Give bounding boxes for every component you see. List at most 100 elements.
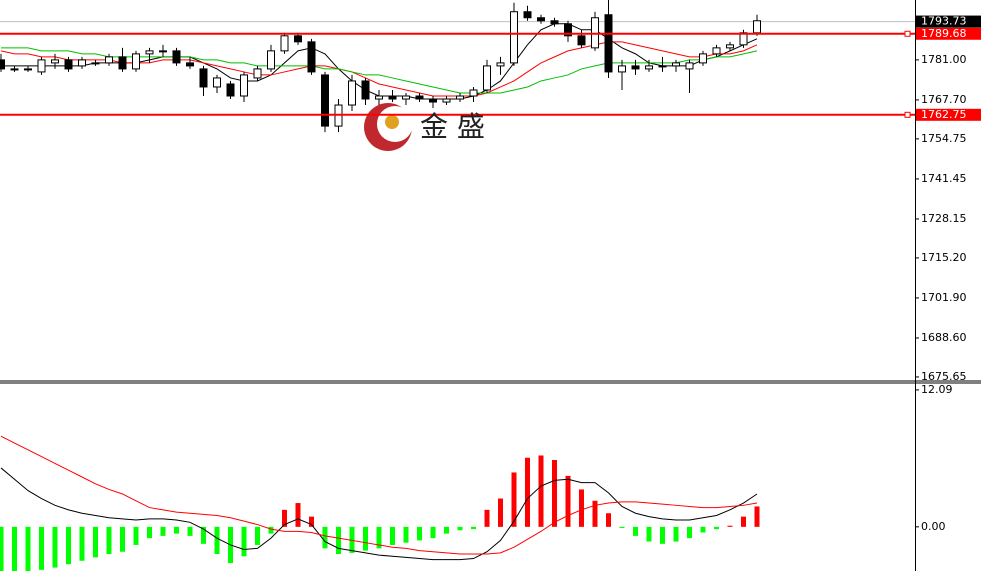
candle-body: [415, 95, 424, 100]
histogram-bar: [538, 455, 544, 527]
histogram-bar: [565, 475, 571, 527]
histogram-bar: [25, 526, 31, 571]
y-tick-label: 1675.65: [921, 370, 967, 383]
histogram-bar: [322, 526, 328, 549]
histogram-bar: [646, 526, 652, 542]
candle-body: [307, 41, 316, 73]
candle-body: [267, 50, 275, 70]
candle-body: [172, 50, 181, 64]
candle-body: [631, 65, 640, 70]
candle-body: [253, 68, 262, 79]
histogram-bar: [120, 526, 125, 552]
candle-body: [294, 35, 302, 43]
level-label-bg: [916, 108, 981, 121]
candle-body: [753, 20, 761, 34]
candle-body: [226, 83, 235, 97]
histogram-bar: [201, 526, 206, 544]
candle-body: [699, 53, 707, 64]
histogram-bar: [673, 526, 679, 542]
candle-body: [78, 59, 86, 67]
histogram-bar: [714, 526, 719, 530]
histogram-bar: [147, 526, 152, 539]
histogram-bar: [376, 526, 382, 549]
candle-body: [658, 65, 667, 68]
histogram-bar: [133, 526, 139, 545]
histogram-bar: [700, 526, 706, 533]
histogram-bar: [39, 526, 44, 570]
histogram-bar: [255, 526, 260, 545]
y-tick-label: 1741.45: [921, 172, 967, 185]
y-tick-label: 1754.75: [921, 132, 967, 145]
candle-body: [321, 74, 329, 127]
y-tick-label: 1728.15: [921, 212, 967, 225]
histogram-bar: [619, 526, 625, 528]
level-label-bg: [916, 27, 981, 40]
candle-body: [577, 35, 586, 46]
y-tick-label: 1715.20: [921, 251, 967, 264]
candle-body: [91, 62, 100, 65]
candle-body: [132, 53, 140, 70]
y-tick-label: 1701.90: [921, 291, 967, 304]
histogram-bar: [214, 526, 220, 555]
candle-body: [496, 62, 505, 67]
candle-body: [429, 98, 437, 103]
histogram-bar: [0, 526, 4, 571]
level-label: 1789.68: [921, 27, 967, 40]
candle-body: [672, 62, 680, 67]
level-handle: [904, 30, 911, 37]
candle-body: [510, 11, 518, 64]
logo: [364, 103, 413, 151]
candle-body: [645, 65, 653, 70]
histogram-bar: [268, 526, 274, 534]
histogram-bar: [52, 526, 58, 568]
candle-body: [10, 68, 19, 71]
candle-body: [618, 65, 626, 73]
candle-body: [105, 56, 113, 64]
candle-body: [726, 44, 734, 49]
histogram-bar: [754, 506, 760, 527]
candle-body: [159, 50, 167, 53]
candle-body: [361, 80, 370, 100]
candle-body: [456, 95, 464, 100]
candle-body: [483, 65, 491, 91]
y-tick-label: 1767.70: [921, 93, 967, 106]
last-price-bg: [916, 15, 981, 28]
histogram-bar: [160, 526, 166, 536]
histogram-bar: [174, 526, 179, 534]
histogram-bar: [241, 526, 247, 557]
histogram-bar: [390, 526, 395, 545]
y-tick-label: 1688.60: [921, 331, 967, 344]
histogram-bar: [633, 526, 638, 536]
candle-body: [37, 59, 46, 73]
candle-body: [685, 62, 694, 70]
y-tick-label: 0.00: [921, 520, 946, 533]
y-tick-label: 1781.00: [921, 53, 967, 66]
candle-body: [564, 23, 572, 37]
histogram-bar: [687, 526, 692, 539]
candle-body: [604, 14, 613, 73]
histogram-bar: [511, 472, 517, 527]
candle-body: [375, 95, 383, 100]
watermark: 金 盛: [420, 110, 485, 143]
histogram-bar: [363, 526, 368, 551]
histogram-bar: [349, 526, 355, 553]
histogram-bar: [727, 525, 733, 527]
histogram-bar: [457, 526, 463, 531]
histogram-bar: [79, 526, 85, 561]
candle-body: [24, 68, 32, 71]
histogram-bar: [525, 457, 530, 527]
histogram-bar: [12, 526, 17, 571]
histogram-bar: [66, 526, 71, 565]
histogram-bar: [417, 526, 422, 541]
histogram-bar: [282, 509, 287, 527]
candle-body: [388, 95, 397, 100]
candle-body: [537, 17, 545, 22]
candle-body: [145, 50, 154, 55]
last-price-label: 1793.73: [921, 15, 967, 28]
histogram-bar: [471, 526, 476, 530]
histogram-bar: [552, 460, 557, 527]
line: [0, 41, 758, 97]
level-handle: [904, 111, 911, 118]
histogram-bar: [660, 526, 665, 544]
